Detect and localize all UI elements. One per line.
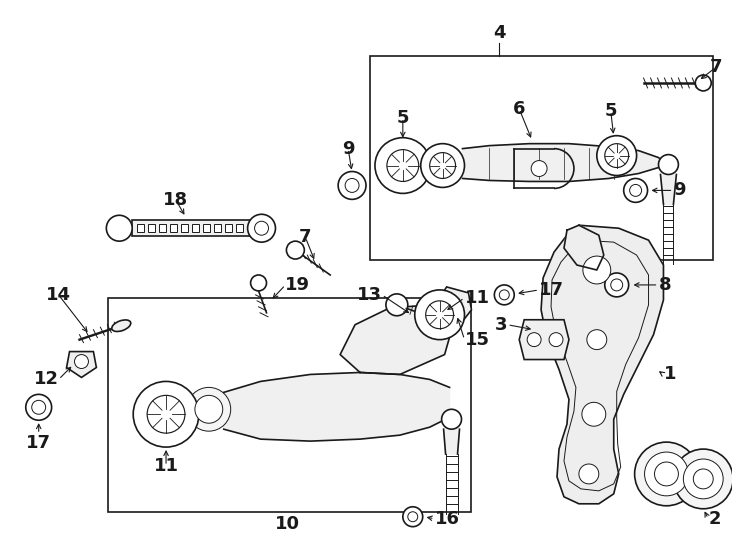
Text: 10: 10 [275,515,300,532]
Text: 2: 2 [708,510,721,528]
Text: 12: 12 [34,370,59,388]
Circle shape [683,459,723,499]
Text: 1: 1 [664,366,676,383]
Circle shape [583,256,611,284]
Circle shape [630,185,642,197]
Text: 13: 13 [357,286,382,304]
Bar [370,56,713,260]
Bar [192,224,199,232]
Bar [137,224,144,232]
Text: 18: 18 [164,191,189,210]
Bar [109,298,471,512]
Circle shape [426,301,454,329]
Circle shape [635,442,698,506]
Text: 17: 17 [539,281,564,299]
Text: 7: 7 [299,228,311,246]
Polygon shape [661,174,677,204]
Text: 4: 4 [493,24,506,42]
Circle shape [549,333,563,347]
Text: 14: 14 [46,286,71,304]
Circle shape [605,273,628,297]
Circle shape [375,138,431,193]
Text: 16: 16 [435,510,459,528]
Circle shape [247,214,275,242]
Circle shape [644,452,688,496]
Circle shape [531,160,547,177]
Text: 9: 9 [342,140,355,158]
Circle shape [597,136,636,176]
Text: 7: 7 [710,58,722,76]
Polygon shape [67,352,96,377]
Circle shape [605,144,628,167]
Polygon shape [443,429,459,454]
Bar [132,220,252,236]
Circle shape [387,150,418,181]
Circle shape [255,221,269,235]
Circle shape [187,387,230,431]
Circle shape [345,179,359,192]
Circle shape [673,449,733,509]
Circle shape [587,330,607,349]
Circle shape [658,154,678,174]
Text: 5: 5 [605,102,617,120]
Circle shape [655,462,678,486]
Polygon shape [519,320,569,360]
Circle shape [429,153,456,179]
Circle shape [415,290,465,340]
Circle shape [106,215,132,241]
Polygon shape [541,225,664,504]
Text: 3: 3 [495,316,507,334]
Circle shape [75,355,88,368]
Circle shape [448,300,462,314]
Circle shape [624,179,647,202]
Bar [203,224,210,232]
Polygon shape [439,287,471,323]
Bar [159,224,166,232]
Circle shape [147,395,185,433]
Circle shape [579,464,599,484]
Text: 5: 5 [396,109,409,127]
Circle shape [527,333,541,347]
Bar [181,224,188,232]
Circle shape [26,394,51,420]
Polygon shape [340,305,454,374]
Ellipse shape [112,320,131,332]
Circle shape [582,402,606,426]
Circle shape [386,294,408,316]
Text: 11: 11 [153,457,178,475]
Circle shape [695,75,711,91]
Text: 8: 8 [658,276,671,294]
Circle shape [694,469,713,489]
Circle shape [494,285,515,305]
Circle shape [338,172,366,199]
Text: 15: 15 [465,330,490,349]
Polygon shape [224,373,449,441]
Text: 17: 17 [26,434,51,452]
Circle shape [32,400,46,414]
Circle shape [250,275,266,291]
Bar [170,224,177,232]
Bar [214,224,221,232]
Bar [225,224,232,232]
Text: 11: 11 [465,289,490,307]
Circle shape [499,290,509,300]
Circle shape [611,279,622,291]
Bar [236,224,243,232]
Circle shape [403,507,423,526]
Circle shape [421,144,465,187]
Polygon shape [564,225,604,270]
Polygon shape [462,144,669,181]
Circle shape [286,241,305,259]
Circle shape [408,512,418,522]
Circle shape [442,409,462,429]
Text: 19: 19 [286,276,310,294]
Text: 6: 6 [513,100,526,118]
Circle shape [133,381,199,447]
Text: 9: 9 [673,181,686,199]
Circle shape [195,395,222,423]
Bar [148,224,155,232]
